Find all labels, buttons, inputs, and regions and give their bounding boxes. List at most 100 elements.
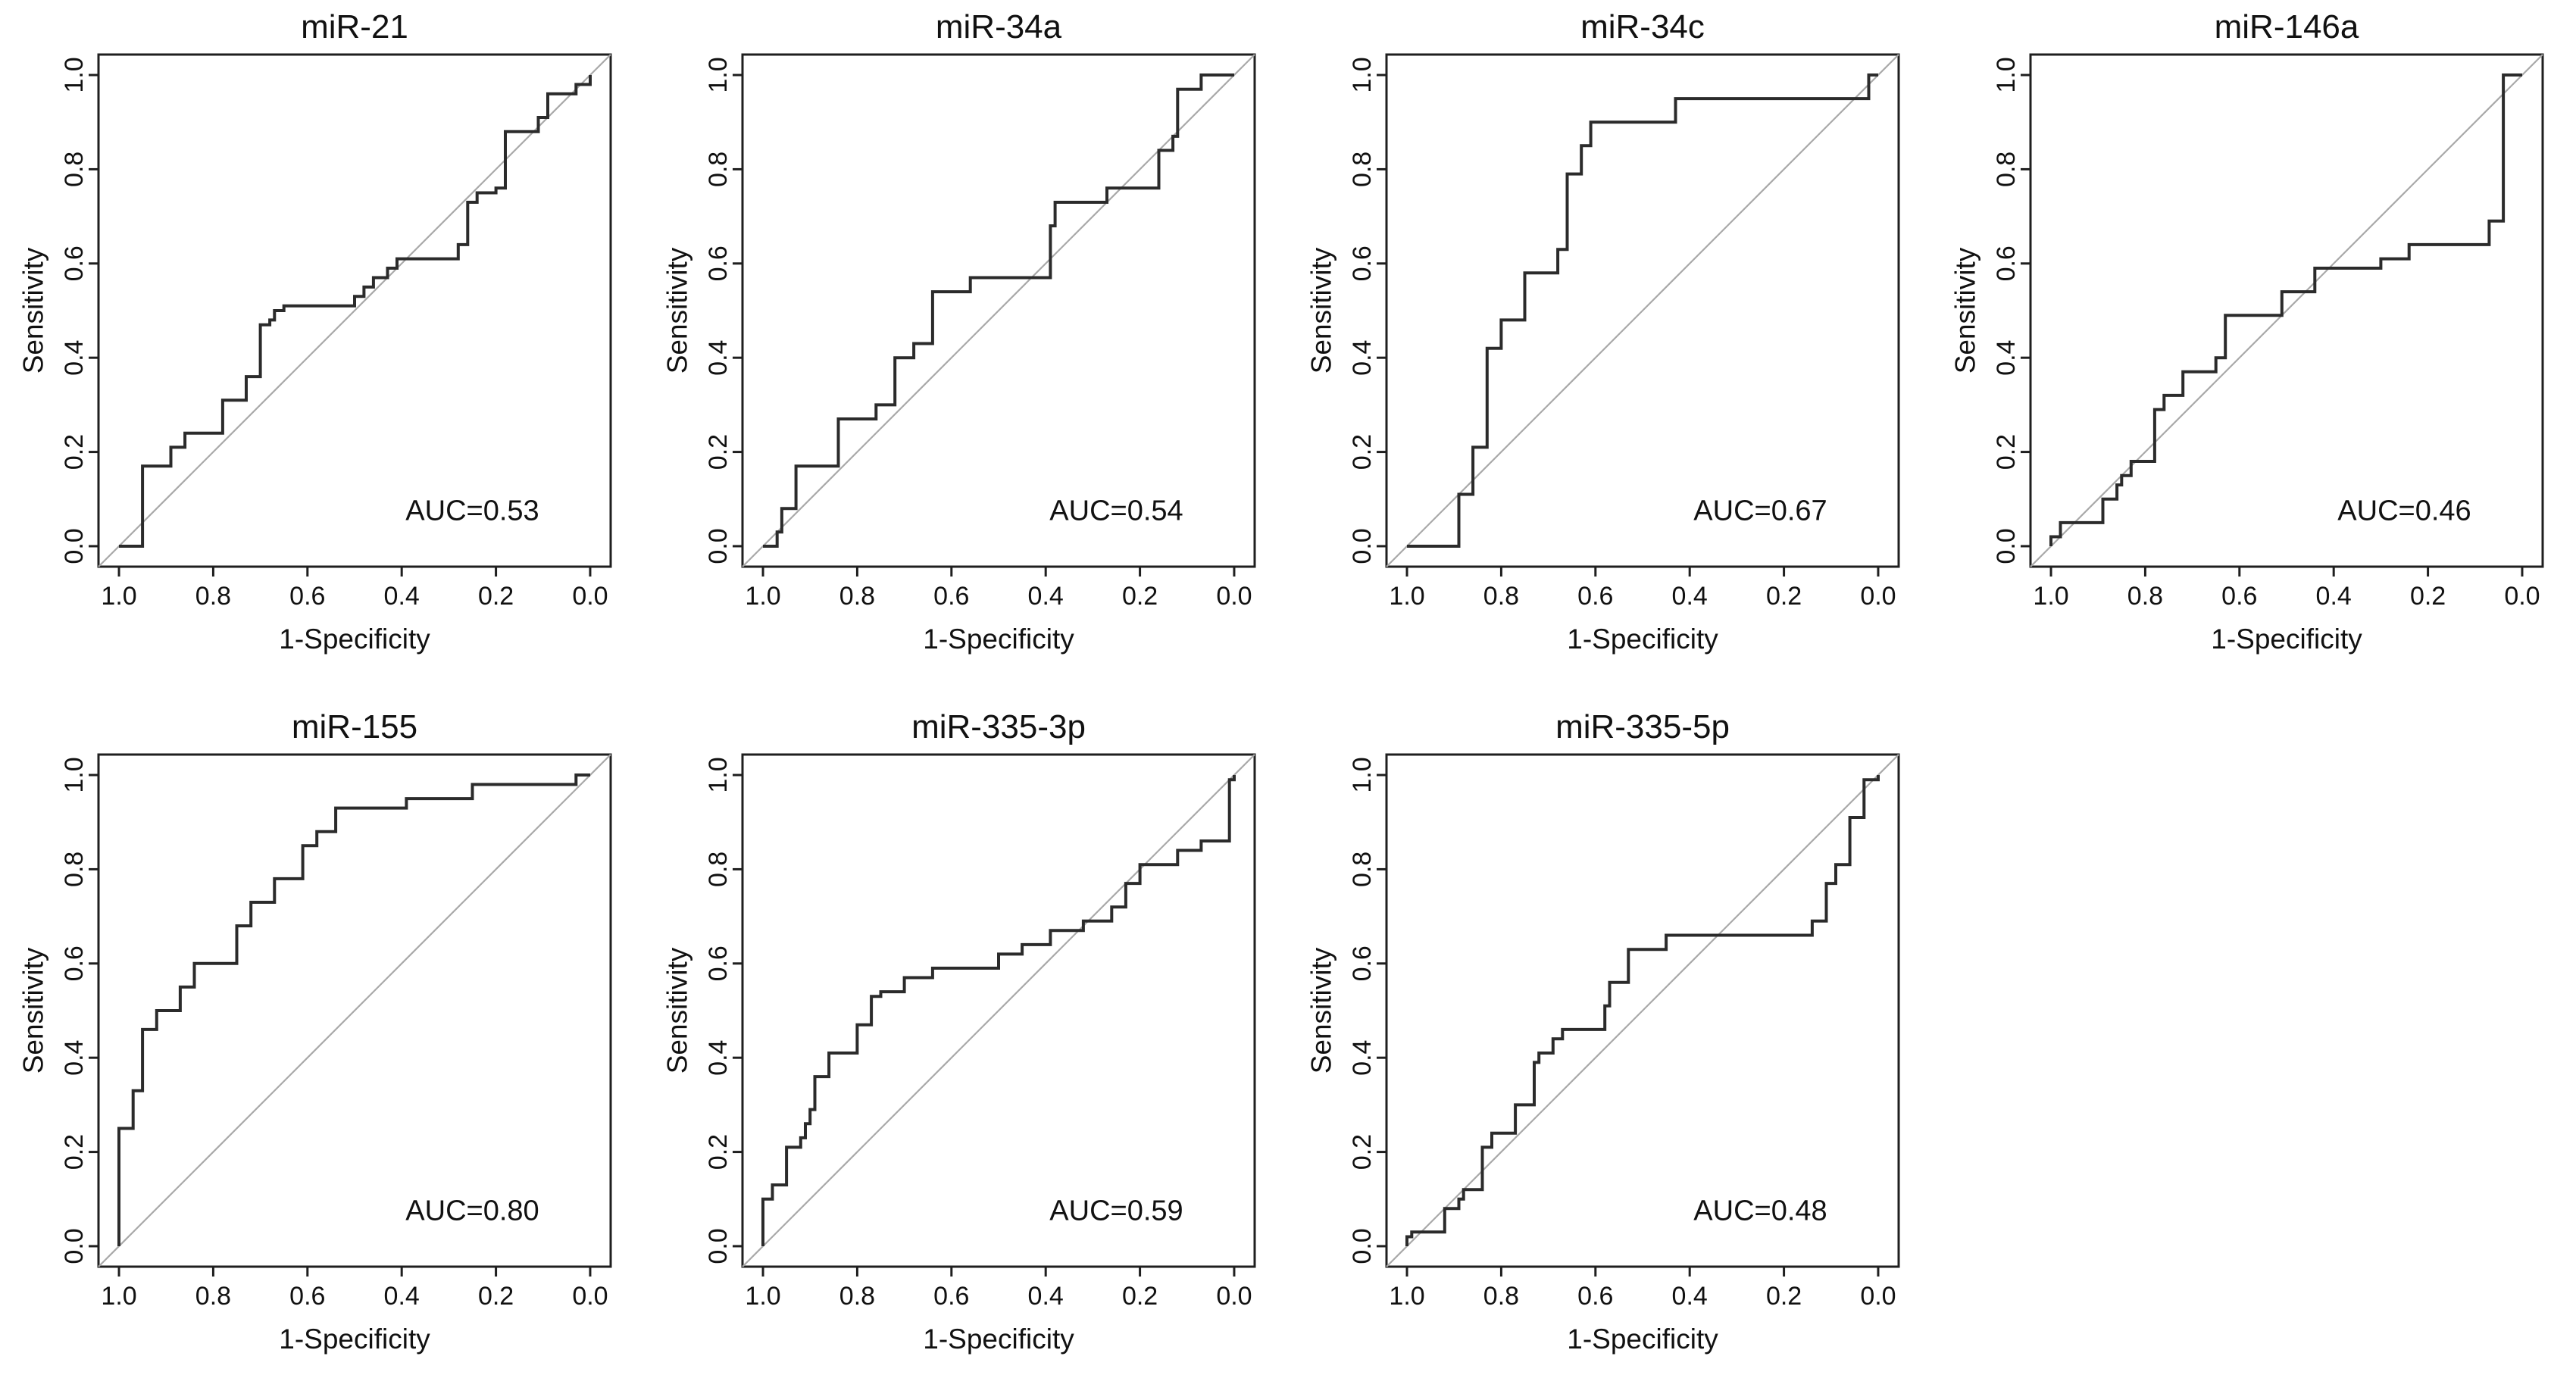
y-axis: 0.0 0.2 0.4 0.6 0.8 1.0 bbox=[1348, 757, 1386, 1264]
x-tick-label: 0.2 bbox=[2410, 582, 2446, 611]
auc-annotation: AUC=0.67 bbox=[1693, 495, 1827, 527]
y-tick-label: 0.6 bbox=[1992, 245, 2021, 281]
y-tick-label: 0.8 bbox=[1992, 152, 2021, 187]
x-tick-label: 0.6 bbox=[1577, 1282, 1613, 1311]
roc-panel-miR-335-3p: miR-335-3p 1.0 0.8 0.6 0.4 0.2 0.0 0.0 0.2 0.4 0.6… bbox=[644, 700, 1288, 1400]
y-tick-label: 1.0 bbox=[1348, 757, 1377, 792]
x-tick-label: 0.0 bbox=[1860, 1282, 1896, 1311]
y-tick-label: 0.0 bbox=[704, 528, 733, 564]
x-tick-label: 0.0 bbox=[2504, 582, 2540, 611]
y-tick-label: 0.4 bbox=[1992, 340, 2021, 376]
x-tick-label: 0.6 bbox=[1577, 582, 1613, 611]
roc-curve bbox=[119, 75, 592, 548]
y-axis-title: Sensitivity bbox=[1306, 247, 1337, 373]
y-tick-label: 0.8 bbox=[704, 152, 733, 187]
x-tick-label: 1.0 bbox=[745, 582, 780, 611]
x-tick-label: 1.0 bbox=[2033, 582, 2068, 611]
auc-annotation: AUC=0.59 bbox=[1049, 1195, 1183, 1227]
x-tick-label: 0.8 bbox=[1483, 582, 1519, 611]
x-tick-label: 1.0 bbox=[101, 1282, 136, 1311]
roc-panel-miR-34a: miR-34a 1.0 0.8 0.6 0.4 0.2 0.0 0.0 0.2 0.4 0.6 0.8… bbox=[644, 0, 1288, 700]
y-tick-label: 0.0 bbox=[60, 1228, 89, 1264]
x-tick-label: 0.0 bbox=[1216, 582, 1252, 611]
panel-title: miR-335-3p bbox=[911, 708, 1086, 745]
x-axis: 1.0 0.8 0.6 0.4 0.2 0.0 bbox=[101, 1267, 608, 1311]
x-tick-label: 0.2 bbox=[478, 1282, 514, 1311]
roc-curve bbox=[761, 775, 1236, 1246]
x-axis-title: 1-Specificity bbox=[923, 1323, 1074, 1355]
x-tick-label: 0.6 bbox=[933, 582, 969, 611]
x-axis: 1.0 0.8 0.6 0.4 0.2 0.0 bbox=[2033, 567, 2540, 611]
x-tick-label: 0.0 bbox=[572, 582, 608, 611]
x-axis-title: 1-Specificity bbox=[1567, 1323, 1718, 1355]
y-tick-label: 0.8 bbox=[60, 852, 89, 887]
y-tick-label: 0.2 bbox=[704, 1134, 733, 1170]
panel-title: miR-335-5p bbox=[1555, 708, 1730, 745]
chance-diagonal-line bbox=[98, 54, 611, 567]
plot-box bbox=[741, 53, 1256, 568]
x-tick-label: 0.6 bbox=[289, 582, 325, 611]
x-tick-label: 0.8 bbox=[2127, 582, 2163, 611]
y-axis: 0.0 0.2 0.4 0.6 0.8 1.0 bbox=[704, 57, 742, 564]
y-tick-label: 1.0 bbox=[1992, 57, 2021, 92]
y-tick-label: 0.4 bbox=[1348, 1040, 1377, 1076]
chance-diagonal-line bbox=[98, 754, 611, 1267]
y-tick-label: 0.2 bbox=[704, 434, 733, 470]
y-tick-label: 1.0 bbox=[60, 57, 89, 92]
x-axis-title: 1-Specificity bbox=[2211, 623, 2362, 655]
x-tick-label: 0.2 bbox=[1122, 1282, 1158, 1311]
auc-annotation: AUC=0.80 bbox=[405, 1195, 539, 1227]
roc-plot: miR-335-5p 1.0 0.8 0.6 0.4 0.2 0.0 0.0 0.2 0.4 0.6… bbox=[1306, 708, 1900, 1355]
x-tick-label: 0.2 bbox=[1766, 1282, 1802, 1311]
x-tick-label: 0.2 bbox=[1766, 582, 1802, 611]
x-tick-label: 0.4 bbox=[1672, 1282, 1708, 1311]
roc-curve bbox=[763, 73, 1234, 548]
x-tick-label: 0.4 bbox=[1028, 1282, 1064, 1311]
y-tick-label: 0.0 bbox=[1348, 528, 1377, 564]
y-axis-title: Sensitivity bbox=[18, 247, 49, 373]
roc-plot: miR-34c 1.0 0.8 0.6 0.4 0.2 0.0 0.0 0.2 0.4 0.6 0.8… bbox=[1306, 8, 1900, 655]
y-tick-label: 1.0 bbox=[704, 57, 733, 92]
y-tick-label: 0.2 bbox=[60, 434, 89, 470]
y-tick-label: 0.6 bbox=[1348, 945, 1377, 981]
chance-diagonal-line bbox=[742, 754, 1255, 1267]
roc-plot: miR-335-3p 1.0 0.8 0.6 0.4 0.2 0.0 0.0 0.2 0.4 0.6… bbox=[662, 708, 1256, 1355]
auc-annotation: AUC=0.53 bbox=[405, 495, 539, 527]
roc-plot: miR-155 1.0 0.8 0.6 0.4 0.2 0.0 0.0 0.2 0.4 0.6 0.8… bbox=[18, 708, 612, 1355]
roc-panel-miR-21: miR-21 1.0 0.8 0.6 0.4 0.2 0.0 0.0 0.2 0.4 0.6 0.8 1… bbox=[0, 0, 644, 700]
y-tick-label: 0.4 bbox=[704, 340, 733, 376]
x-axis-title: 1-Specificity bbox=[1567, 623, 1718, 655]
chance-diagonal-line bbox=[742, 54, 1255, 567]
panel-title: miR-155 bbox=[292, 708, 417, 745]
y-tick-label: 0.4 bbox=[60, 340, 89, 376]
y-tick-label: 0.2 bbox=[1348, 1134, 1377, 1170]
plot-box bbox=[2029, 53, 2544, 568]
x-axis-title: 1-Specificity bbox=[923, 623, 1074, 655]
y-axis-title: Sensitivity bbox=[1950, 247, 1981, 373]
empty-cell bbox=[1932, 700, 2576, 1400]
y-tick-label: 1.0 bbox=[704, 757, 733, 792]
x-tick-label: 1.0 bbox=[745, 1282, 780, 1311]
roc-curve bbox=[1405, 775, 1880, 1246]
y-axis-title: Sensitivity bbox=[662, 247, 693, 373]
plot-box bbox=[97, 753, 612, 1268]
y-axis: 0.0 0.2 0.4 0.6 0.8 1.0 bbox=[1992, 57, 2030, 564]
x-axis-title: 1-Specificity bbox=[279, 623, 430, 655]
y-tick-label: 0.6 bbox=[60, 945, 89, 981]
y-axis-title: Sensitivity bbox=[662, 947, 693, 1073]
y-axis: 0.0 0.2 0.4 0.6 0.8 1.0 bbox=[60, 57, 98, 564]
x-tick-label: 0.8 bbox=[1483, 1282, 1519, 1311]
roc-curve bbox=[1407, 73, 1878, 548]
panel-title: miR-21 bbox=[301, 8, 408, 45]
y-tick-label: 0.8 bbox=[1348, 852, 1377, 887]
y-tick-label: 0.0 bbox=[1348, 1228, 1377, 1264]
panel-title: miR-34a bbox=[936, 8, 1062, 45]
y-axis: 0.0 0.2 0.4 0.6 0.8 1.0 bbox=[60, 757, 98, 1264]
x-tick-label: 0.4 bbox=[384, 582, 420, 611]
x-axis: 1.0 0.8 0.6 0.4 0.2 0.0 bbox=[1389, 567, 1896, 611]
y-axis-title: Sensitivity bbox=[18, 947, 49, 1073]
auc-annotation: AUC=0.54 bbox=[1049, 495, 1183, 527]
y-tick-label: 0.6 bbox=[704, 245, 733, 281]
x-tick-label: 0.8 bbox=[195, 582, 231, 611]
